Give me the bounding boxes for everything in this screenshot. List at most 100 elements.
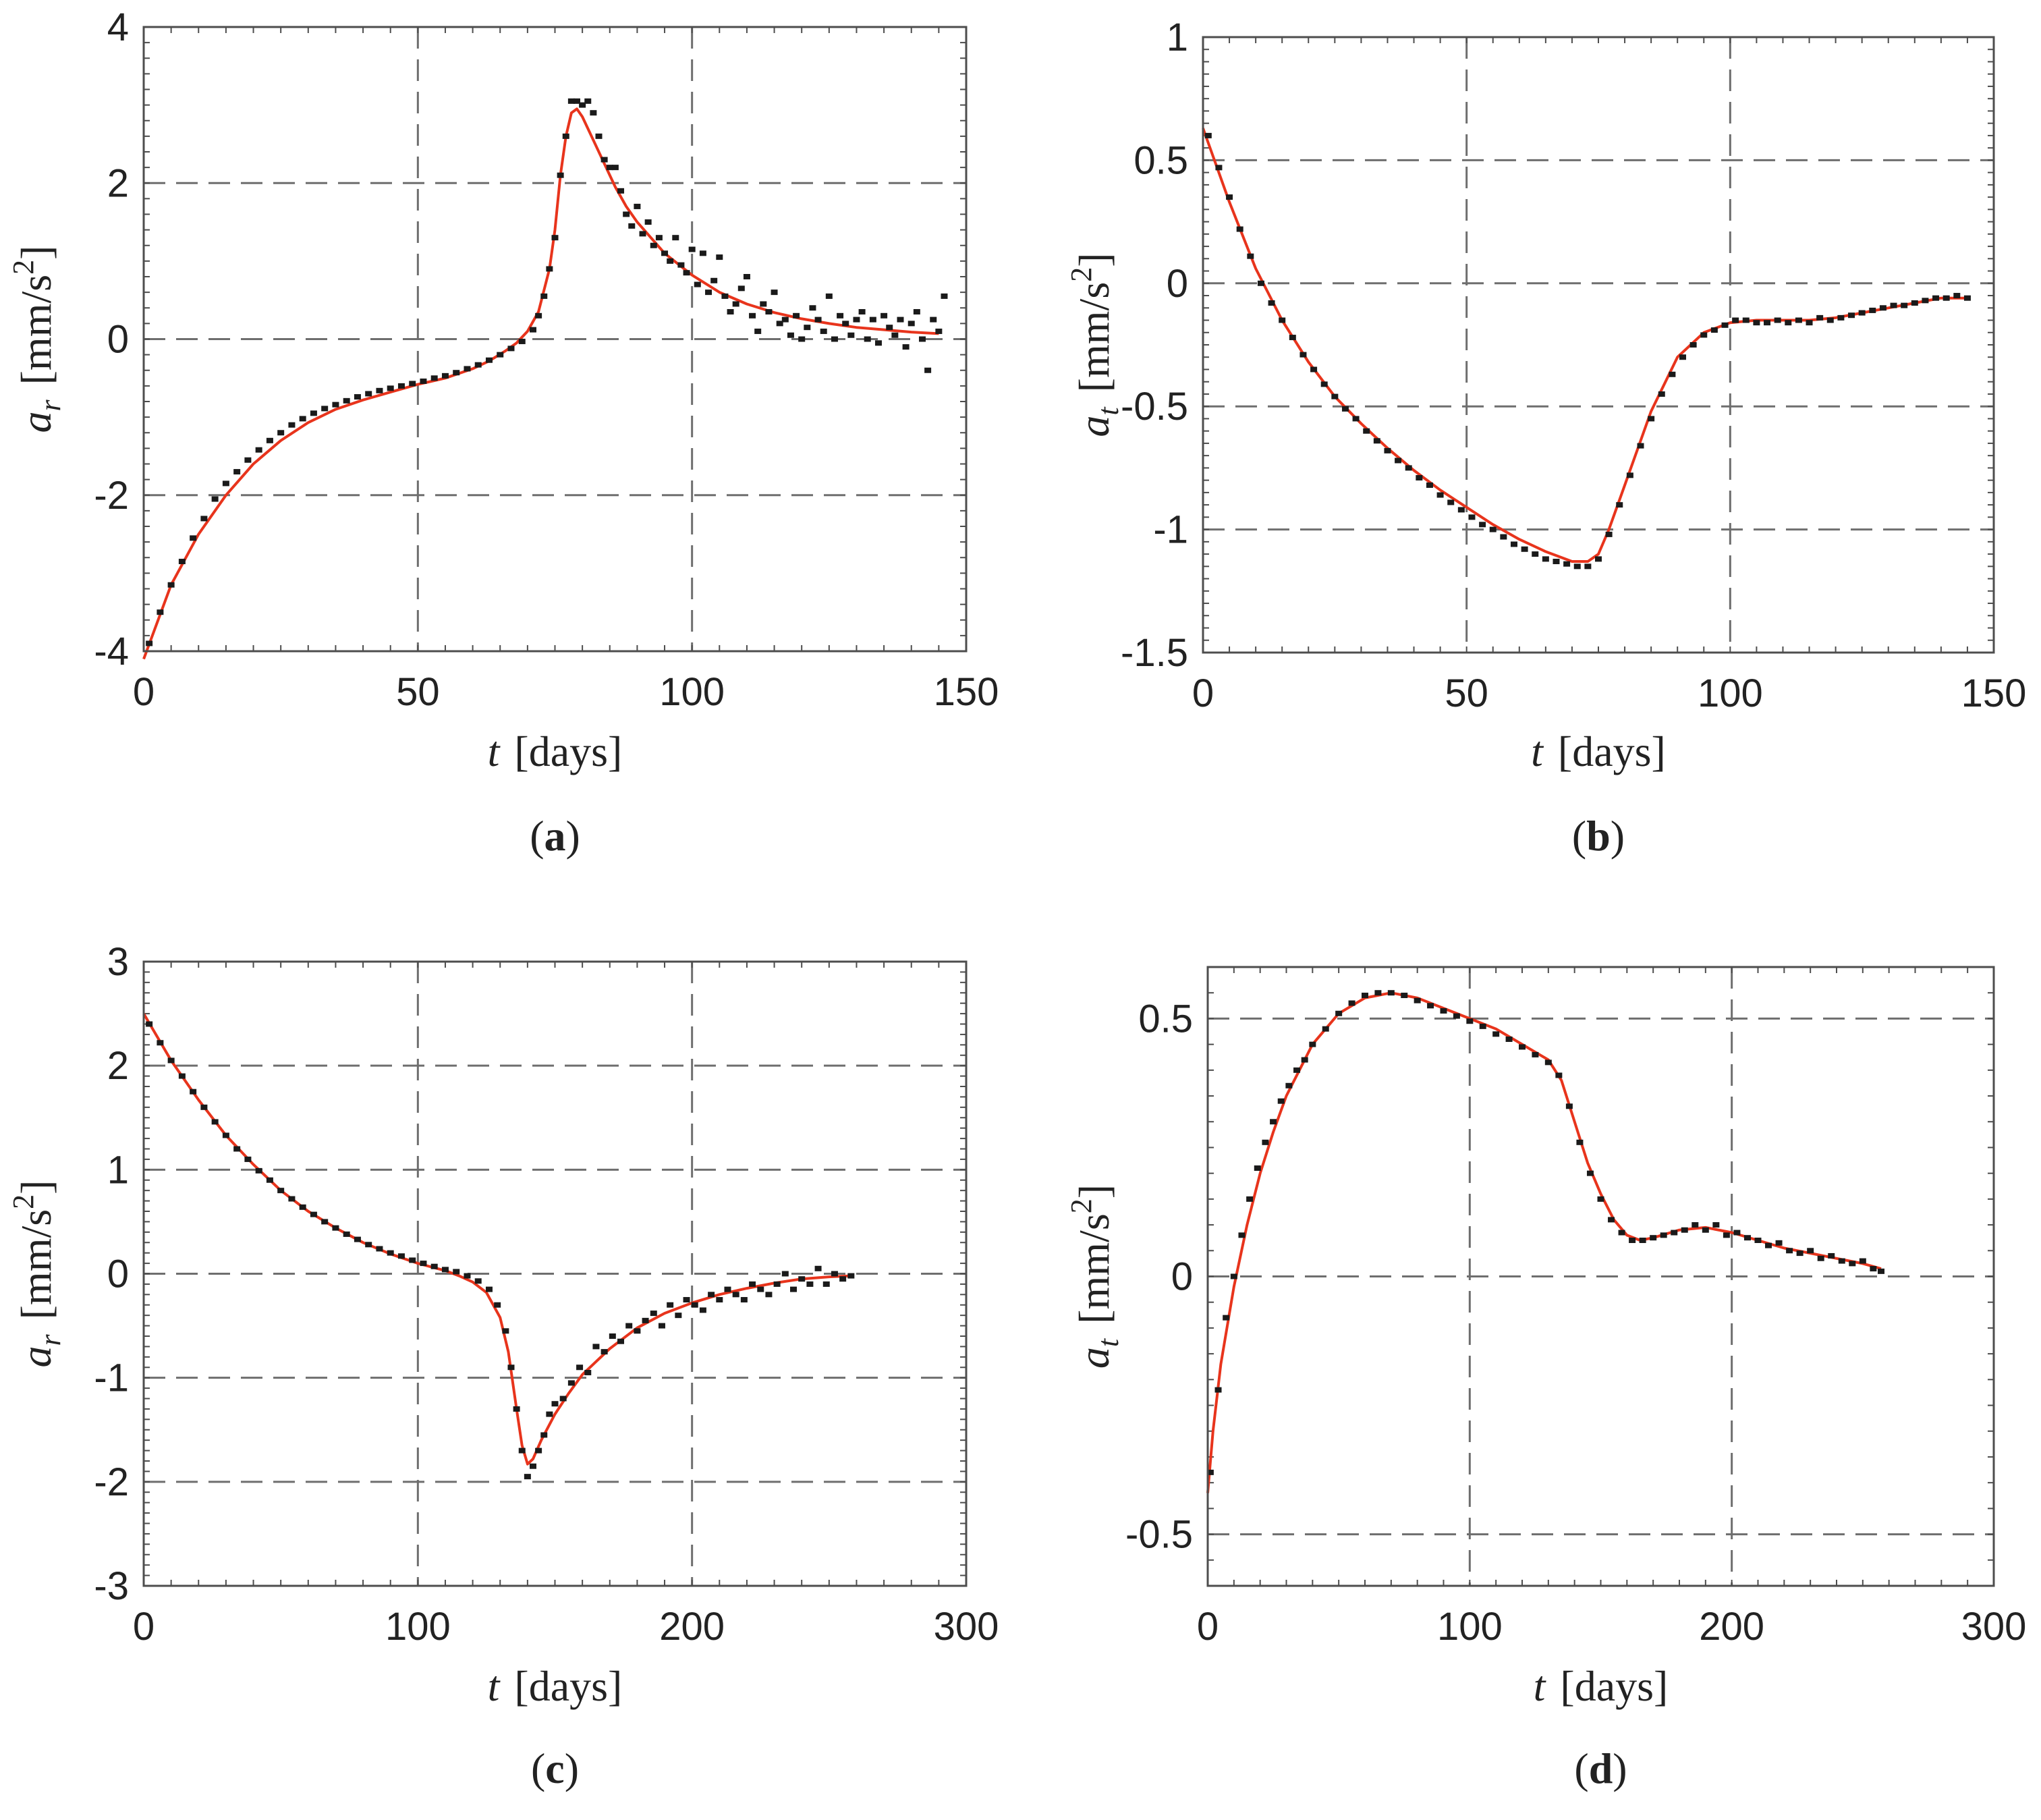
x-axis-var: t (1531, 727, 1544, 775)
data-point (705, 289, 712, 296)
data-point (617, 188, 625, 194)
data-point (1764, 320, 1771, 326)
data-point (1679, 354, 1687, 360)
data-point (1660, 1232, 1667, 1238)
data-point (529, 1463, 536, 1469)
x-tick-label: 150 (934, 670, 999, 714)
x-tick-label: 200 (659, 1605, 725, 1649)
data-point (716, 1297, 723, 1303)
x-axis-var: t (488, 1662, 501, 1710)
data-point (513, 1406, 520, 1412)
x-tick-label: 0 (133, 1605, 155, 1649)
data-point (935, 328, 943, 334)
data-point (1911, 300, 1918, 306)
data-point (409, 1257, 416, 1263)
data-point (1310, 366, 1318, 373)
data-point (1702, 1227, 1709, 1233)
data-point (1765, 1242, 1772, 1248)
data-point (667, 1302, 674, 1308)
data-point (837, 312, 844, 319)
data-point (1277, 1098, 1285, 1104)
data-point (891, 332, 899, 338)
x-tick-label: 50 (396, 670, 440, 714)
y-tick-label: -2 (94, 474, 129, 518)
y-tick-label: -1 (1153, 508, 1188, 552)
data-point (1859, 1258, 1866, 1264)
data-point (343, 1231, 350, 1237)
data-point (441, 1267, 449, 1273)
data-point (858, 309, 866, 315)
data-point (672, 235, 679, 241)
x-tick-label: 300 (1961, 1605, 2027, 1649)
data-point (1597, 1196, 1604, 1202)
data-point (650, 242, 657, 248)
data-point (1374, 990, 1382, 996)
data-point (354, 1236, 361, 1242)
data-point (1320, 381, 1328, 387)
data-point (1878, 1268, 1885, 1274)
data-point (576, 1364, 584, 1371)
data-point (1565, 1103, 1573, 1109)
data-point (1953, 293, 1961, 299)
data-point (691, 1302, 698, 1308)
data-point (1254, 1165, 1261, 1171)
data-point (1838, 1258, 1845, 1264)
y-axis-sup: 2 (7, 1194, 40, 1209)
data-point (880, 312, 888, 319)
data-point (222, 480, 229, 487)
data-point (650, 1311, 657, 1317)
data-point (699, 250, 706, 256)
data-point (1468, 514, 1476, 520)
data-point (540, 293, 548, 299)
y-axis-var: a (12, 1346, 60, 1368)
x-tick-label: 100 (385, 1605, 451, 1649)
data-point (1710, 327, 1718, 333)
data-point (485, 1286, 493, 1292)
y-axis-label: ar [mm/s2] (7, 246, 67, 433)
data-point (1236, 226, 1243, 232)
y-tick-label: -1.5 (1121, 631, 1188, 675)
panel-label-letter: c (545, 1744, 564, 1792)
data-point (1828, 1252, 1835, 1259)
data-point (804, 325, 811, 331)
data-point (1733, 1230, 1741, 1236)
data-point (1796, 1250, 1804, 1257)
data-point (1532, 551, 1539, 557)
data-point (773, 1281, 781, 1287)
data-point (1204, 132, 1212, 138)
data-point (617, 1338, 625, 1344)
data-point (1650, 1235, 1657, 1241)
data-point (765, 1292, 773, 1298)
data-point (869, 316, 876, 323)
data-point (798, 1276, 806, 1282)
data-point (592, 1344, 600, 1350)
panel-label-open: ( (1572, 812, 1586, 860)
data-point (634, 1328, 641, 1334)
data-point (321, 406, 329, 412)
data-point (600, 1349, 608, 1355)
data-point (847, 332, 855, 338)
data-point (1299, 352, 1307, 358)
data-point (683, 1297, 690, 1303)
data-point (1629, 1238, 1636, 1244)
data-point (897, 316, 904, 323)
data-point (1922, 298, 1929, 304)
data-point (441, 373, 449, 379)
data-point (420, 1261, 427, 1267)
data-point (420, 378, 427, 384)
data-point (1743, 1235, 1751, 1241)
y-axis-close: ] (1070, 252, 1118, 267)
x-axis-label: t [days] (1534, 1662, 1669, 1710)
x-tick-label: 100 (1437, 1605, 1503, 1649)
data-point (1817, 1255, 1824, 1261)
data-point (1414, 997, 1421, 1003)
data-point (387, 385, 394, 391)
x-tick-label: 0 (133, 670, 155, 714)
data-point (1963, 295, 1971, 301)
data-point (1309, 1041, 1316, 1047)
y-tick-label: 0.5 (1138, 997, 1193, 1041)
axes-box (142, 960, 968, 1587)
data-point (1639, 1238, 1646, 1244)
data-point (1223, 1315, 1230, 1321)
data-point (1618, 1230, 1625, 1236)
